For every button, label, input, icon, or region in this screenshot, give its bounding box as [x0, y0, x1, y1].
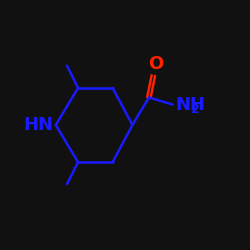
Text: 2: 2: [191, 103, 200, 116]
Text: O: O: [148, 55, 164, 73]
Text: NH: NH: [175, 96, 205, 114]
Text: HN: HN: [23, 116, 53, 134]
